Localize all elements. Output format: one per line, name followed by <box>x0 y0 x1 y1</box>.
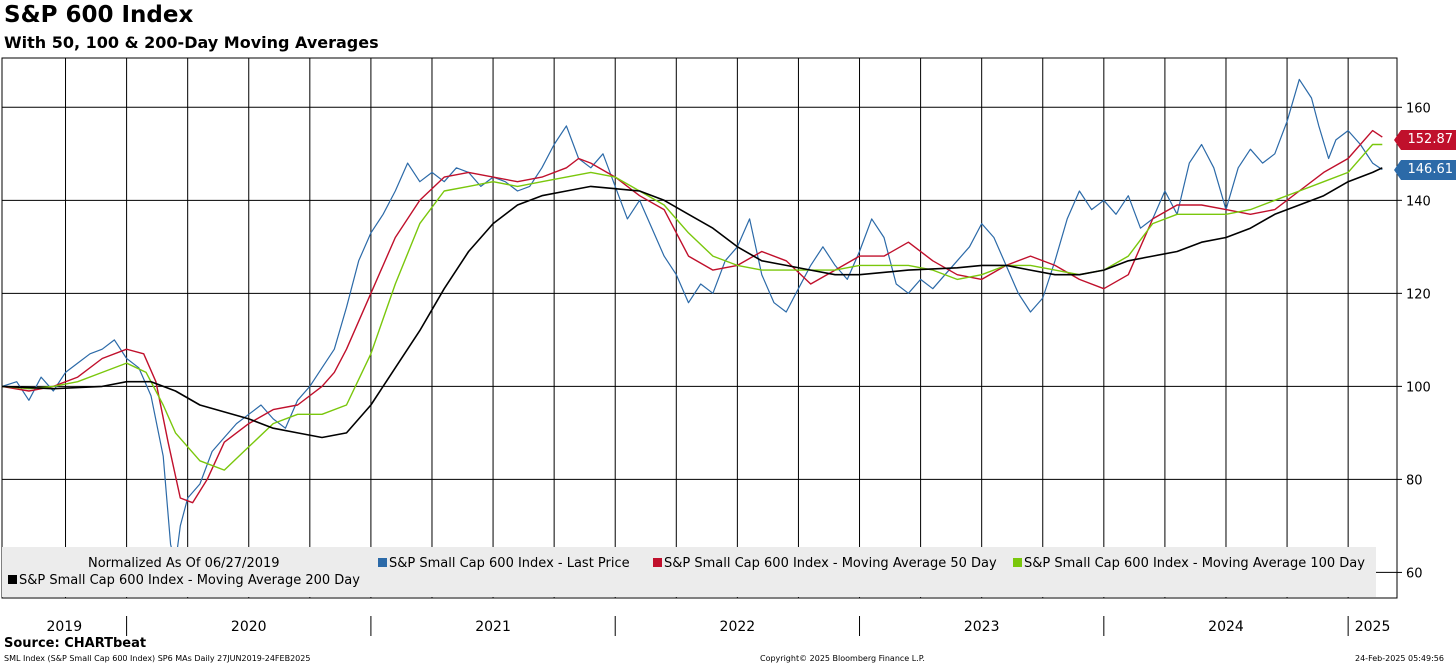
series-line-ma200 <box>1 167 1383 439</box>
legend-swatch-black <box>8 575 17 584</box>
legend-label: S&P Small Cap 600 Index - Moving Average… <box>1024 556 1365 571</box>
series-line-ma50 <box>1 129 1383 504</box>
legend-swatch-green <box>1013 558 1022 567</box>
legend-label: S&P Small Cap 600 Index - Moving Average… <box>664 556 997 571</box>
legend-label: S&P Small Cap 600 Index - Last Price <box>389 556 630 571</box>
legend-swatch-blue <box>378 558 387 567</box>
x-tick-label: 2024 <box>1208 619 1244 635</box>
y-tick-label: 80 <box>1406 473 1423 488</box>
y-tick-label: 100 <box>1406 380 1431 395</box>
legend-note: Normalized As Of 06/27/2019 <box>88 556 280 571</box>
x-tick-label: 2021 <box>475 619 511 635</box>
x-tick-label: 2020 <box>231 619 267 635</box>
footer-center: Copyright© 2025 Bloomberg Finance L.P. <box>760 654 925 663</box>
footer-left: SML Index (S&P Small Cap 600 Index) SP6 … <box>4 654 311 663</box>
page-subtitle: With 50, 100 & 200-Day Moving Averages <box>4 33 379 52</box>
footer-right: 24-Feb-2025 05:49:56 <box>1355 654 1444 663</box>
legend-label: S&P Small Cap 600 Index - Moving Average… <box>19 573 360 588</box>
y-tick-label: 140 <box>1406 194 1431 209</box>
y-tick-label: 60 <box>1406 566 1423 581</box>
last-value-badge-price: 146.61 <box>1394 159 1456 180</box>
y-tick-label: 120 <box>1406 287 1431 302</box>
series-line-last-price <box>1 78 1383 564</box>
x-tick-label: 2019 <box>46 619 82 635</box>
legend-swatch-red <box>653 558 662 567</box>
x-tick-label: 2025 <box>1355 619 1391 635</box>
page-title: S&P 600 Index <box>4 2 194 28</box>
last-value-badge-ma50: 152.87 <box>1394 130 1456 151</box>
x-tick-label: 2022 <box>720 619 756 635</box>
y-tick-label: 160 <box>1406 101 1431 116</box>
plot-frame <box>1 57 1398 599</box>
legend-entry-ma100: S&P Small Cap 600 Index - Moving Average… <box>1013 556 1365 571</box>
source-label: Source: CHARTbeat <box>4 636 147 651</box>
legend-entry-ma200: S&P Small Cap 600 Index - Moving Average… <box>8 573 360 588</box>
x-tick-label: 2023 <box>964 619 1000 635</box>
legend-entry-last-price: S&P Small Cap 600 Index - Last Price <box>378 556 630 571</box>
series-line-ma100 <box>1 143 1383 471</box>
legend-box: Normalized As Of 06/27/2019 S&P Small Ca… <box>2 547 1376 597</box>
legend-entry-ma50: S&P Small Cap 600 Index - Moving Average… <box>653 556 997 571</box>
